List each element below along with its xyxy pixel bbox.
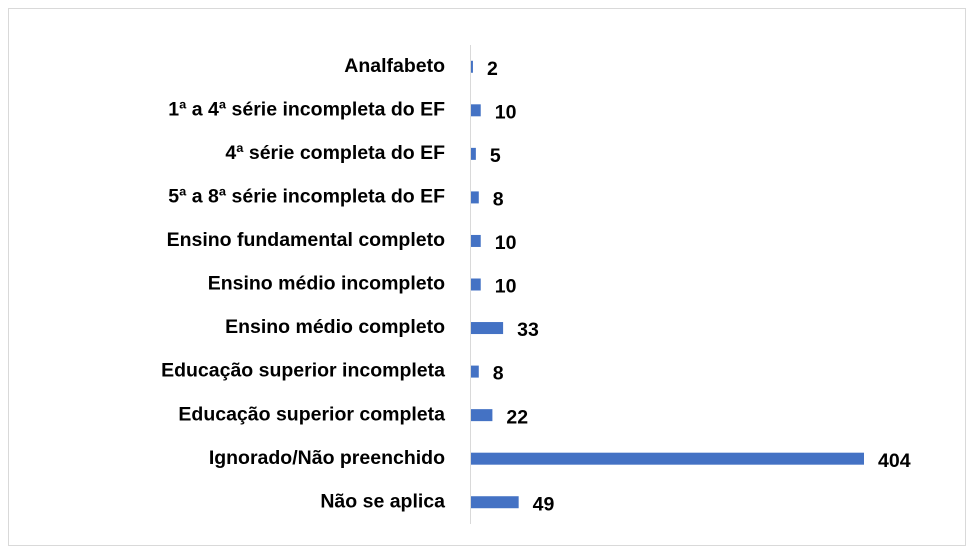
data-label: 10 xyxy=(495,276,517,298)
y-tick-label: Não se aplica xyxy=(320,490,445,512)
bar xyxy=(471,322,504,335)
y-tick-label: Ensino médio incompleto xyxy=(208,273,445,295)
bar xyxy=(471,452,864,465)
y-tick-label: 1ª a 4ª série incompleta do EF xyxy=(168,98,445,120)
bar xyxy=(471,147,476,160)
data-label: 22 xyxy=(506,406,528,428)
bar xyxy=(471,234,481,247)
bar xyxy=(471,191,479,204)
bar xyxy=(471,409,493,422)
chart-border xyxy=(8,8,966,546)
data-label: 33 xyxy=(517,319,539,341)
y-tick-label: Analfabeto xyxy=(344,55,445,77)
data-label: 8 xyxy=(493,363,504,385)
bar xyxy=(471,496,519,509)
y-tick-label: Ensino médio completo xyxy=(225,316,445,338)
y-tick-label: Ensino fundamental completo xyxy=(167,229,446,251)
y-tick-label: Educação superior completa xyxy=(178,403,445,425)
bar xyxy=(471,104,481,117)
data-label: 404 xyxy=(878,450,911,472)
bar xyxy=(471,60,473,73)
data-label: 10 xyxy=(495,101,517,123)
data-label: 8 xyxy=(493,189,504,211)
data-label: 2 xyxy=(487,58,498,80)
y-tick-label: 5ª a 8ª série incompleta do EF xyxy=(168,186,445,208)
data-label: 49 xyxy=(533,493,555,515)
y-tick-label: Educação superior incompleta xyxy=(161,360,445,382)
y-tick-label: 4ª série completa do EF xyxy=(225,142,445,164)
data-label: 5 xyxy=(490,145,501,167)
bar xyxy=(471,278,481,291)
bar xyxy=(471,365,479,378)
y-tick-label: Ignorado/Não preenchido xyxy=(209,447,445,469)
data-label: 10 xyxy=(495,232,517,254)
